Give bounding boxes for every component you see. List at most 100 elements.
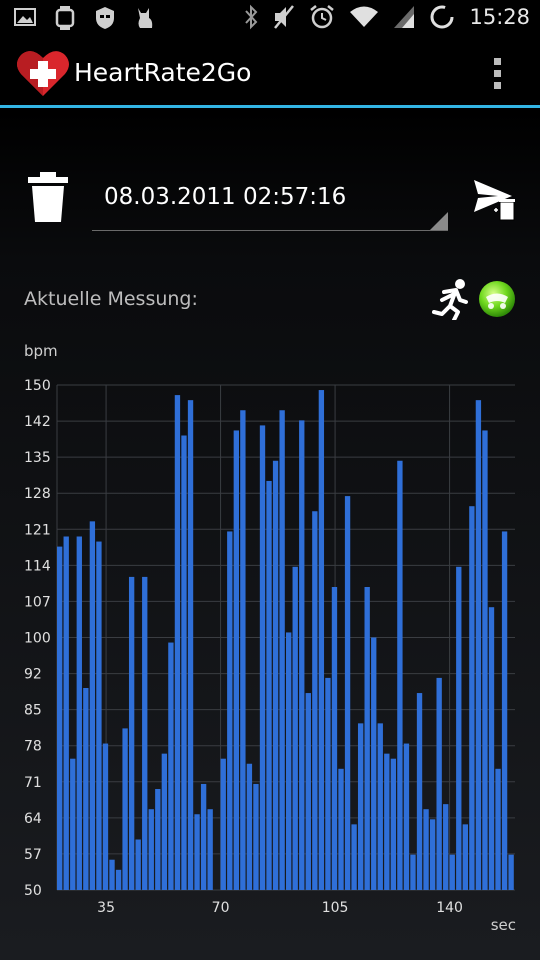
- bar: [397, 460, 403, 890]
- bar: [233, 430, 239, 890]
- bar: [76, 536, 82, 890]
- bar: [57, 546, 63, 890]
- x-axis-label: sec: [491, 916, 516, 934]
- bar: [299, 420, 305, 890]
- bar: [83, 688, 89, 890]
- y-tick-label: 78: [24, 739, 42, 755]
- spinner-corner-icon: [430, 212, 448, 230]
- y-tick-label: 142: [24, 414, 51, 430]
- bar: [351, 824, 357, 890]
- bar: [70, 758, 76, 890]
- bar: [331, 587, 338, 890]
- y-tick-label: 92: [24, 667, 42, 683]
- y-tick-label: 100: [24, 631, 51, 647]
- y-tick-label: 128: [24, 486, 51, 502]
- bar: [292, 566, 298, 890]
- bar: [475, 400, 482, 890]
- bar: [148, 809, 154, 890]
- bar: [174, 395, 181, 890]
- bar: [240, 410, 246, 890]
- bar: [272, 460, 279, 890]
- bar: [168, 642, 174, 890]
- bar: [495, 768, 501, 890]
- bar: [508, 854, 514, 890]
- bar: [89, 521, 96, 890]
- bar: [305, 693, 311, 890]
- bar: [181, 435, 187, 890]
- overflow-menu-icon[interactable]: [486, 54, 510, 94]
- y-tick-label: 150: [24, 378, 51, 394]
- bar: [286, 632, 292, 890]
- x-tick-label: 140: [436, 900, 463, 916]
- send-delete-icon[interactable]: [472, 176, 520, 222]
- bar: [469, 506, 475, 890]
- bar: [449, 854, 455, 890]
- x-tick-label: 70: [212, 900, 230, 916]
- shield-icon: [94, 6, 116, 30]
- bar: [429, 819, 436, 890]
- gallery-icon: [14, 6, 36, 30]
- running-icon[interactable]: [430, 278, 472, 320]
- bar: [338, 768, 344, 890]
- bar: [194, 814, 200, 890]
- x-tick-label: 105: [322, 900, 349, 916]
- bar: [456, 566, 462, 890]
- bar: [390, 758, 397, 890]
- bar: [416, 693, 423, 890]
- bar: [462, 824, 468, 890]
- y-tick-label: 57: [24, 847, 42, 863]
- bar: [122, 728, 128, 890]
- bar: [142, 576, 148, 890]
- bar: [161, 753, 168, 890]
- bar: [364, 587, 370, 890]
- bar: [63, 536, 69, 890]
- x-tick-label: 35: [97, 900, 115, 916]
- y-tick-label: 64: [24, 811, 42, 827]
- bar: [384, 753, 390, 890]
- heart-logo-icon[interactable]: [16, 48, 70, 98]
- y-tick-label: 135: [24, 450, 51, 466]
- bar: [443, 804, 449, 890]
- clock: 15:28: [469, 5, 530, 29]
- signal-icon: [394, 6, 415, 28]
- bar: [410, 854, 416, 890]
- bluetooth-icon: [245, 4, 258, 30]
- alarm-icon: [310, 5, 335, 29]
- bar: [155, 789, 161, 890]
- action-bar: [0, 38, 540, 106]
- y-axis-label: bpm: [24, 342, 58, 360]
- bar: [135, 839, 141, 890]
- bar: [344, 496, 351, 890]
- status-bar: 15:28: [0, 0, 540, 38]
- bar: [128, 576, 135, 890]
- y-tick-label: 121: [24, 522, 51, 538]
- y-tick-label: 114: [24, 558, 51, 574]
- wifi-icon: [350, 6, 379, 27]
- watch-icon: [54, 6, 76, 30]
- bar: [371, 637, 377, 890]
- session-date-value: 08.03.2011 02:57:16: [104, 184, 347, 210]
- bar: [501, 531, 508, 890]
- bar: [482, 430, 488, 890]
- current-measurement-label: Aktuelle Messung:: [24, 288, 198, 310]
- bar: [259, 425, 266, 890]
- y-tick-label: 50: [24, 883, 42, 899]
- bar: [266, 480, 272, 890]
- bar: [377, 723, 383, 890]
- bar: [357, 723, 364, 890]
- heart-rate-chart: bpm 150 142 135 128 121 114 107 100 92 85 78 71 64 57 5…: [24, 342, 516, 934]
- y-tick-label: 107: [24, 594, 51, 610]
- trash-icon[interactable]: [26, 172, 70, 224]
- bar: [207, 809, 213, 890]
- sensor-status-icon[interactable]: [478, 280, 516, 318]
- bar: [253, 783, 259, 890]
- bar: [312, 511, 318, 890]
- bar: [96, 541, 102, 890]
- bar: [325, 677, 331, 890]
- app-title: HeartRate2Go: [74, 58, 252, 87]
- session-date-spinner[interactable]: [92, 170, 448, 231]
- bar: [436, 677, 442, 890]
- bar: [423, 809, 429, 890]
- action-bar-divider: [0, 105, 540, 108]
- bar: [227, 531, 233, 890]
